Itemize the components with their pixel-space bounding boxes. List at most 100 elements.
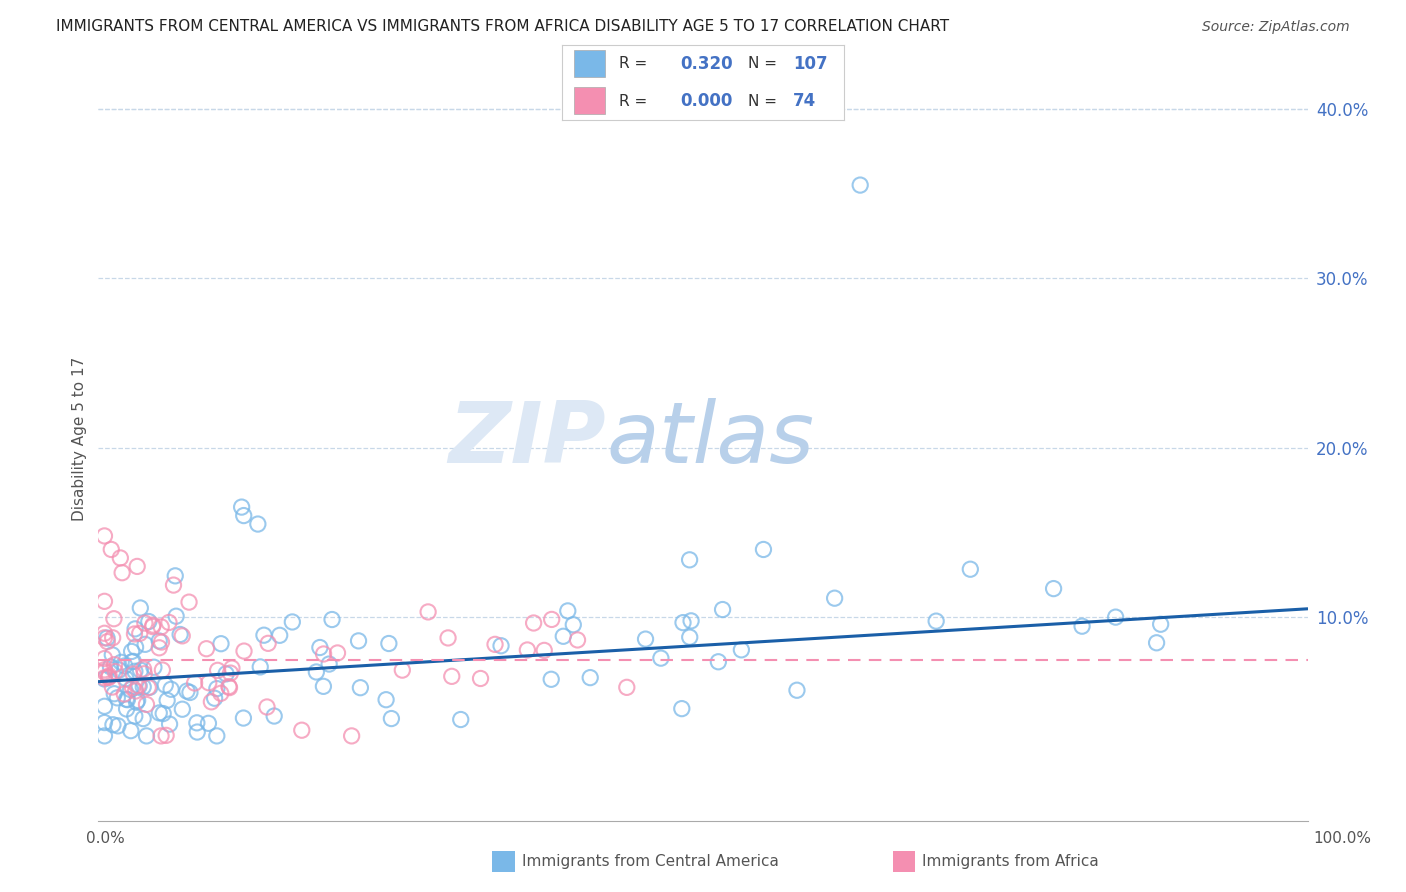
Point	[115, 672, 138, 686]
Point	[128, 626, 150, 640]
Point	[205, 729, 228, 743]
Point	[110, 656, 132, 670]
Point	[107, 719, 129, 733]
Point	[326, 646, 349, 660]
Point	[129, 663, 152, 677]
Point	[523, 615, 546, 630]
Point	[134, 616, 156, 631]
Text: 0.320: 0.320	[681, 54, 733, 72]
Text: 100.0%: 100.0%	[1313, 831, 1372, 846]
Point	[93, 651, 115, 665]
Text: N =: N =	[748, 94, 782, 109]
Point	[127, 559, 149, 574]
Point	[122, 654, 145, 668]
Point	[121, 644, 143, 658]
Point	[391, 663, 413, 677]
Point	[162, 578, 184, 592]
Point	[132, 712, 155, 726]
Point	[380, 712, 402, 726]
Point	[172, 629, 194, 643]
Point	[121, 655, 143, 669]
Point	[148, 640, 170, 655]
Point	[108, 663, 131, 677]
Point	[160, 682, 183, 697]
Point	[437, 631, 460, 645]
Point	[197, 675, 219, 690]
Point	[104, 665, 127, 679]
Point	[440, 669, 463, 683]
Point	[678, 553, 700, 567]
Point	[150, 620, 173, 634]
Point	[103, 612, 125, 626]
Point	[103, 687, 125, 701]
Point	[115, 692, 138, 706]
Point	[312, 647, 335, 661]
Point	[97, 670, 120, 684]
Point	[378, 636, 401, 650]
Point	[134, 637, 156, 651]
Point	[318, 657, 340, 671]
Point	[142, 660, 165, 674]
Point	[221, 661, 243, 675]
Point	[711, 602, 734, 616]
Point	[115, 702, 138, 716]
Point	[93, 529, 115, 543]
Point	[579, 671, 602, 685]
Point	[849, 178, 872, 193]
Point	[93, 626, 115, 640]
Point	[125, 695, 148, 709]
Point	[177, 595, 200, 609]
Point	[470, 672, 492, 686]
Point	[349, 681, 371, 695]
Point	[219, 666, 242, 681]
Point	[127, 679, 149, 693]
Point	[540, 673, 562, 687]
Text: Source: ZipAtlas.com: Source: ZipAtlas.com	[1202, 21, 1350, 34]
Point	[155, 678, 177, 692]
Point	[215, 666, 238, 681]
Point	[155, 728, 177, 742]
Point	[110, 551, 132, 566]
Point	[165, 569, 187, 583]
Point	[134, 666, 156, 681]
Point	[101, 717, 124, 731]
Point	[516, 643, 538, 657]
Point	[150, 663, 173, 677]
Point	[1071, 619, 1094, 633]
Point	[263, 709, 285, 723]
Point	[93, 594, 115, 608]
Point	[186, 715, 208, 730]
Point	[672, 615, 695, 630]
Point	[135, 729, 157, 743]
Point	[305, 665, 328, 679]
Point	[157, 615, 180, 630]
Point	[1150, 617, 1173, 632]
Point	[257, 636, 280, 650]
Point	[567, 632, 589, 647]
Point	[616, 681, 638, 695]
Point	[93, 631, 115, 645]
Point	[139, 680, 162, 694]
Point	[111, 566, 134, 580]
Point	[246, 517, 269, 532]
Point	[93, 729, 115, 743]
Point	[269, 628, 291, 642]
Point	[197, 716, 219, 731]
Point	[112, 687, 135, 701]
Point	[103, 657, 125, 672]
Point	[120, 682, 142, 697]
Point	[176, 684, 198, 698]
Text: R =: R =	[619, 94, 652, 109]
Point	[179, 685, 201, 699]
Point	[124, 684, 146, 698]
Point	[707, 655, 730, 669]
Point	[209, 686, 232, 700]
Point	[309, 640, 332, 655]
Point	[132, 662, 155, 676]
Point	[142, 618, 165, 632]
Point	[205, 681, 228, 696]
Point	[96, 631, 118, 645]
Text: ZIP: ZIP	[449, 398, 606, 481]
Point	[156, 693, 179, 707]
Point	[152, 706, 174, 721]
